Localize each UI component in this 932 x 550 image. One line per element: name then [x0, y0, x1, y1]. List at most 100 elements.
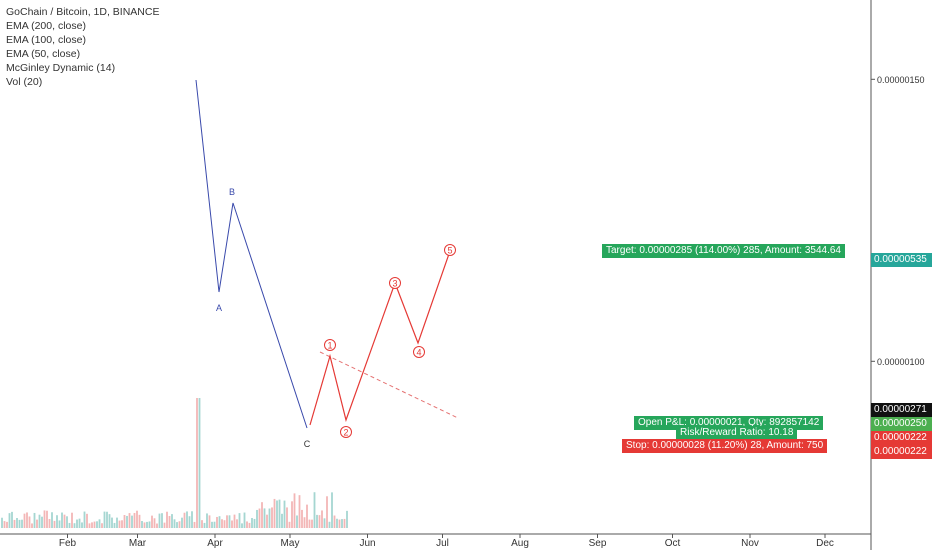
volume-bar [333, 515, 336, 528]
volume-bar [113, 522, 116, 528]
volume-bar [231, 520, 233, 528]
volume-bar [83, 511, 86, 528]
volume-bar [18, 519, 21, 528]
abc-label-c: C [304, 439, 311, 449]
volume-bar [76, 519, 78, 528]
volume-bar [283, 500, 286, 528]
volume-bar [3, 521, 6, 528]
volume-bar [66, 516, 68, 528]
volume-bar [223, 520, 226, 528]
volume-bar [61, 512, 63, 528]
volume-bar [313, 492, 316, 528]
volume-bar [73, 523, 76, 528]
volume-bar [216, 516, 218, 528]
volume-bar [233, 514, 236, 528]
volume-bar [78, 518, 81, 528]
volume-bar [158, 513, 161, 528]
volume-bar [168, 516, 171, 528]
indicator-ema100[interactable]: EMA (100, close) [6, 34, 86, 46]
volume-bar [321, 510, 323, 528]
volume-bar [246, 521, 248, 528]
volume-bar [178, 521, 181, 528]
volume-bar [268, 508, 271, 528]
volume-bar [161, 513, 163, 528]
volume-bar [46, 510, 48, 528]
volume-bar [196, 398, 198, 528]
volume-bar [171, 514, 173, 528]
volume-bar [248, 522, 251, 528]
volume-bar [303, 517, 306, 528]
volume-bar [38, 514, 41, 528]
volume-bar [221, 519, 223, 528]
indicator-ema50[interactable]: EMA (50, close) [6, 48, 81, 60]
volume-bar [183, 512, 186, 528]
wave-label-5: 5 [447, 245, 452, 255]
drawing-overlays[interactable]: 1 2 3 4 5 A B C [0, 0, 871, 449]
wave-marker-3 [389, 277, 401, 289]
volume-bar [21, 519, 23, 528]
volume-bar [343, 518, 346, 528]
volume-bar [238, 513, 241, 528]
price-tag-stop: 0.00000222 [871, 431, 932, 445]
volume-bar [116, 517, 118, 528]
time-tick-label-1: Mar [129, 538, 147, 549]
stop-label[interactable]: Stop: 0.00000028 (11.20%) 28, Amount: 75… [622, 439, 828, 453]
volume-bar [1, 517, 3, 528]
volume-bar [11, 511, 13, 528]
volume-bar [146, 521, 148, 528]
time-tick-label-7: Sep [589, 538, 607, 549]
volume-bar [293, 493, 296, 528]
indicator-ema200[interactable]: EMA (200, close) [6, 20, 86, 32]
volume-bar [263, 508, 266, 528]
volume-bar [163, 522, 166, 528]
wave-label-2: 2 [343, 427, 348, 437]
volume-bar [58, 520, 61, 528]
volume-bar [346, 510, 348, 528]
volume-bar [256, 509, 258, 528]
volume-bar [53, 520, 56, 528]
volume-bar [41, 516, 43, 528]
volume-bar [261, 502, 263, 528]
volume-bar [201, 520, 203, 528]
volume-bar [296, 515, 298, 528]
volume-bar [103, 511, 106, 528]
indicator-volume[interactable]: Vol (20) [6, 76, 43, 88]
volume-bar [306, 504, 308, 528]
volume-bar [31, 523, 33, 528]
volume-bar [291, 501, 293, 528]
volume-bar [136, 510, 138, 528]
target-label[interactable]: Target: 0.00000285 (114.00%) 285, Amount… [602, 244, 845, 258]
wave-marker-4 [413, 346, 425, 358]
volume-bar [331, 492, 333, 528]
volume-bar [338, 519, 341, 528]
volume-bar [23, 513, 26, 528]
volume-bar [81, 522, 83, 528]
volume-bar [26, 512, 28, 528]
volume-bar [128, 513, 131, 528]
time-tick-label-4: Jun [359, 538, 375, 549]
volume-bar [323, 518, 326, 528]
volume-bar [153, 518, 156, 528]
wave-marker-1 [324, 339, 336, 351]
volume-bar [213, 521, 216, 528]
volume-bar [121, 520, 123, 528]
time-tick-label-9: Nov [741, 538, 759, 549]
price-tag-last: 0.00000271 [871, 403, 932, 417]
risk-reward-label[interactable]: Risk/Reward Ratio: 10.18 [676, 426, 798, 440]
volume-bar [203, 522, 206, 528]
volume-bar [63, 514, 66, 528]
volume-bar [173, 519, 176, 528]
volume-bar [208, 515, 211, 528]
volume-bar [28, 516, 31, 528]
time-tick-label-10: Dec [816, 538, 834, 549]
volume-bar [36, 519, 38, 528]
time-tick-label-2: Apr [207, 538, 223, 549]
indicator-mcginley[interactable]: McGinley Dynamic (14) [6, 62, 116, 74]
volume-bar [318, 515, 321, 528]
volume-bar [336, 518, 338, 528]
volume-bar [181, 517, 183, 528]
volume-bar [101, 523, 103, 528]
volume-bar [91, 522, 93, 528]
volume-bar [138, 514, 141, 528]
